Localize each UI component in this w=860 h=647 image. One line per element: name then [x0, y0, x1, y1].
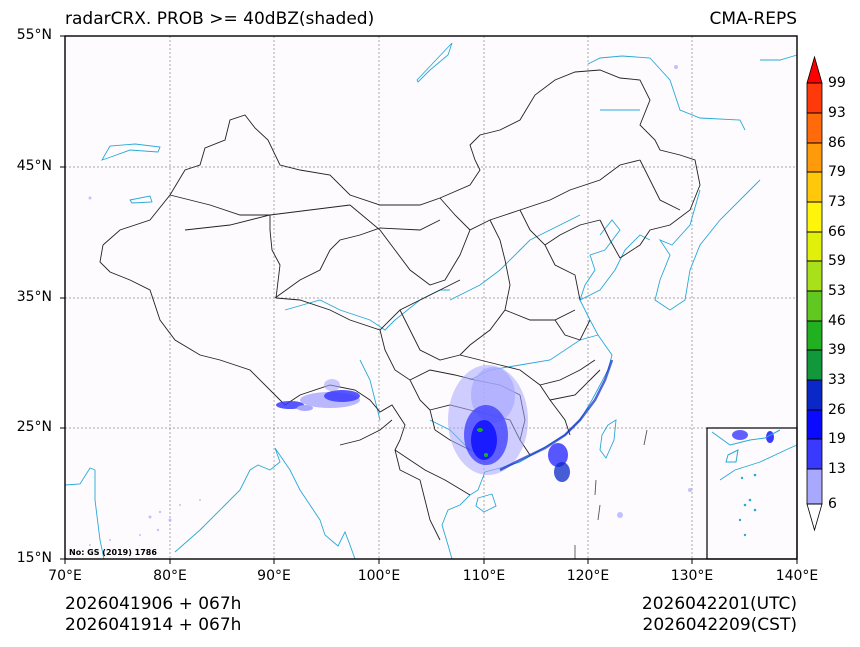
lon-label-70e: 70°E	[48, 568, 82, 584]
colorbar-label: 59	[828, 253, 846, 269]
lon-label-120e: 120°E	[566, 568, 610, 584]
lat-label-55n: 55°N	[16, 27, 52, 43]
lat-label-45n: 45°N	[16, 158, 52, 174]
colorbar-label: 99	[828, 75, 846, 91]
valid-time-utc: 2026042201(UTC)	[641, 594, 797, 614]
probability-shading	[88, 65, 781, 546]
colorbar-label: 13	[828, 461, 846, 477]
colorbar	[806, 55, 823, 532]
colorbar-label: 66	[828, 224, 846, 240]
colorbar-label: 93	[828, 105, 846, 121]
lat-label-35n: 35°N	[16, 289, 52, 305]
lon-label-90e: 90°E	[257, 568, 291, 584]
valid-time-cst: 2026042209(CST)	[642, 615, 797, 635]
colorbar-label: 79	[828, 164, 846, 180]
colorbar-label: 46	[828, 313, 846, 329]
lat-label-15n: 15°N	[16, 550, 52, 566]
colorbar-label: 86	[828, 135, 846, 151]
colorbar-label: 26	[828, 402, 846, 418]
graticule	[65, 36, 797, 559]
lon-label-100e: 100°E	[357, 568, 401, 584]
lon-label-80e: 80°E	[153, 568, 187, 584]
axis-ticks	[60, 35, 798, 564]
init-time-cst: 2026041914 + 067h	[65, 615, 242, 635]
colorbar-over-triangle	[806, 55, 823, 84]
lat-label-25n: 25°N	[16, 419, 52, 435]
colorbar-label: 53	[828, 283, 846, 299]
lon-label-130e: 130°E	[670, 568, 714, 584]
init-time-utc: 2026041906 + 067h	[65, 594, 242, 614]
lon-label-140e: 140°E	[775, 568, 819, 584]
model-name: CMA-REPS	[709, 9, 797, 29]
colorbar-label: 39	[828, 342, 846, 358]
colorbar-under-triangle	[806, 503, 823, 532]
lon-label-110e: 110°E	[462, 568, 506, 584]
chart-title: radarCRX. PROB >= 40dBZ(shaded)	[65, 9, 375, 29]
colorbar-label: 73	[828, 194, 846, 210]
map-background	[65, 36, 797, 559]
map-approval-number: No: GS (2019) 1786	[69, 548, 157, 557]
colorbar-label: 33	[828, 372, 846, 388]
colorbar-label: 19	[828, 431, 846, 447]
colorbar-label: 6	[828, 496, 837, 512]
